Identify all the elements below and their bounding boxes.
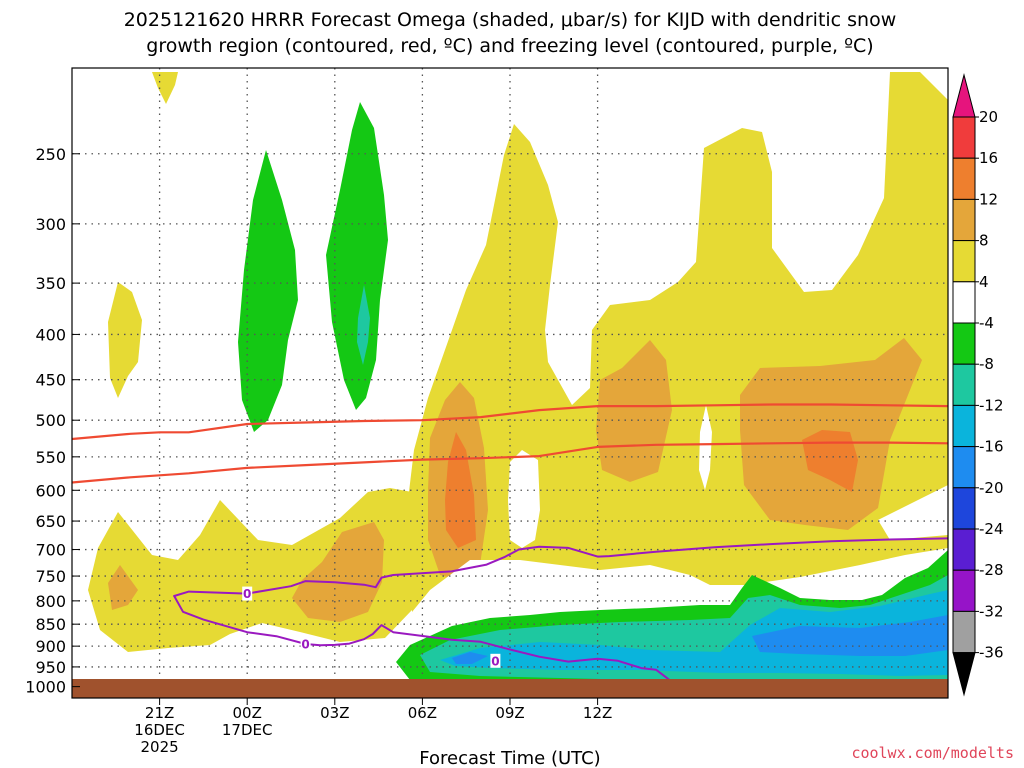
x-axis-title: Forecast Time (UTC) — [419, 748, 600, 768]
colorbar-band — [952, 569, 976, 612]
y-tick-label: 550 — [35, 448, 66, 467]
colorbar-band — [952, 446, 976, 489]
grid — [72, 68, 948, 698]
omega-region-negative-16 — [452, 652, 488, 664]
x-tick-label: 03Z — [320, 704, 349, 722]
y-tick-label: 650 — [35, 512, 66, 531]
omega-region-positive-12 — [445, 432, 476, 548]
colorbar-tick-label: 20 — [979, 108, 998, 126]
colorbar-tick-label: -24 — [979, 520, 1004, 538]
omega-region-neutral — [508, 450, 540, 548]
plot-area: 0 0 0 — [72, 68, 948, 698]
x-tick-label: 16DEC — [134, 721, 185, 739]
y-tick-label: 950 — [35, 658, 66, 677]
colorbar-tick-label: -20 — [979, 479, 1004, 497]
colorbar-tick-label: -32 — [979, 602, 1004, 620]
colorbar-tick-label: 16 — [979, 149, 998, 167]
colorbar-band — [952, 528, 976, 571]
colorbar: 20 16 12 8 4 -4 -8 -12 -16 -20 -24 -28 -32 -36 — [952, 73, 1004, 697]
y-axis: 250 300 350 400 450 500 550 600 650 700 750 800 850 9… — [25, 145, 80, 697]
chart-title-line2: growth region (contoured, red, ºC) and f… — [146, 35, 873, 57]
colorbar-band — [952, 157, 976, 200]
contour-label: 0 — [301, 637, 309, 651]
colorbar-band — [952, 363, 976, 406]
dgz-contour-line — [72, 441, 948, 484]
colorbar-tick-label: -8 — [979, 355, 994, 373]
colorbar-band — [952, 198, 976, 242]
x-tick-label: 21Z — [145, 704, 174, 722]
y-tick-label: 1000 — [25, 678, 66, 697]
omega-region-negative-4 — [326, 102, 388, 410]
colorbar-top-arrow — [952, 73, 976, 118]
y-tick-label: 250 — [35, 145, 66, 164]
y-tick-label: 850 — [35, 615, 66, 634]
omega-region-positive-12 — [802, 430, 858, 492]
colorbar-tick-label: 8 — [979, 232, 989, 250]
y-tick-label: 400 — [35, 325, 66, 344]
colorbar-band — [952, 487, 976, 530]
colorbar-tick-label: -36 — [979, 644, 1004, 662]
x-tick-label: 00Z — [233, 704, 262, 722]
y-tick-label: 450 — [35, 371, 66, 390]
dgz-contour-line — [72, 403, 948, 441]
credit-text: coolwx.com/modelts — [851, 744, 1014, 762]
colorbar-tick-label: 12 — [979, 190, 998, 208]
colorbar-band — [952, 322, 976, 365]
freezing-level-line — [173, 537, 948, 597]
contour-label-background — [300, 636, 311, 651]
x-tick-label: 12Z — [583, 704, 612, 722]
colorbar-tick-label: 4 — [979, 273, 989, 291]
contour-label-background — [242, 586, 253, 601]
colorbar-band — [952, 116, 976, 159]
chart-title-line1: 2025121620 HRRR Forecast Omega (shaded, … — [124, 9, 897, 31]
y-tick-label: 700 — [35, 541, 66, 560]
colorbar-band — [952, 610, 976, 654]
y-tick-label: 800 — [35, 592, 66, 611]
colorbar-band — [952, 240, 976, 283]
y-tick-label: 600 — [35, 481, 66, 500]
y-tick-label: 350 — [35, 274, 66, 293]
colorbar-bottom-arrow — [952, 652, 976, 697]
omega-region-positive-4 — [108, 282, 142, 398]
contour-label: 0 — [243, 587, 251, 601]
x-tick-label: 09Z — [495, 704, 524, 722]
colorbar-band — [952, 281, 976, 324]
omega-region-positive-8 — [292, 522, 384, 622]
terrain-strip — [72, 679, 948, 698]
colorbar-tick-label: -28 — [979, 561, 1004, 579]
contours: 0 0 0 — [72, 403, 948, 682]
y-tick-label: 500 — [35, 411, 66, 430]
omega-region-positive-4 — [152, 72, 178, 104]
colorbar-band — [952, 404, 976, 448]
x-tick-label: 17DEC — [222, 721, 273, 739]
colorbar-tick-label: -16 — [979, 438, 1004, 456]
omega-region-negative-4 — [238, 150, 298, 432]
contour-label-background — [490, 653, 501, 668]
y-tick-label: 750 — [35, 567, 66, 586]
x-tick-label: 06Z — [408, 704, 437, 722]
colorbar-tick-label: -4 — [979, 314, 994, 332]
y-tick-label: 900 — [35, 637, 66, 656]
omega-region-neutral — [878, 485, 948, 540]
contour-label: 0 — [491, 654, 499, 668]
omega-region-positive-8 — [108, 565, 138, 610]
freezing-level-line — [173, 595, 672, 682]
colorbar-tick-label: -12 — [979, 396, 1004, 414]
x-tick-label: 2025 — [141, 738, 179, 756]
omega-region-neutral — [699, 405, 712, 490]
omega-region-negative-8 — [357, 285, 370, 365]
y-tick-label: 300 — [35, 215, 66, 234]
